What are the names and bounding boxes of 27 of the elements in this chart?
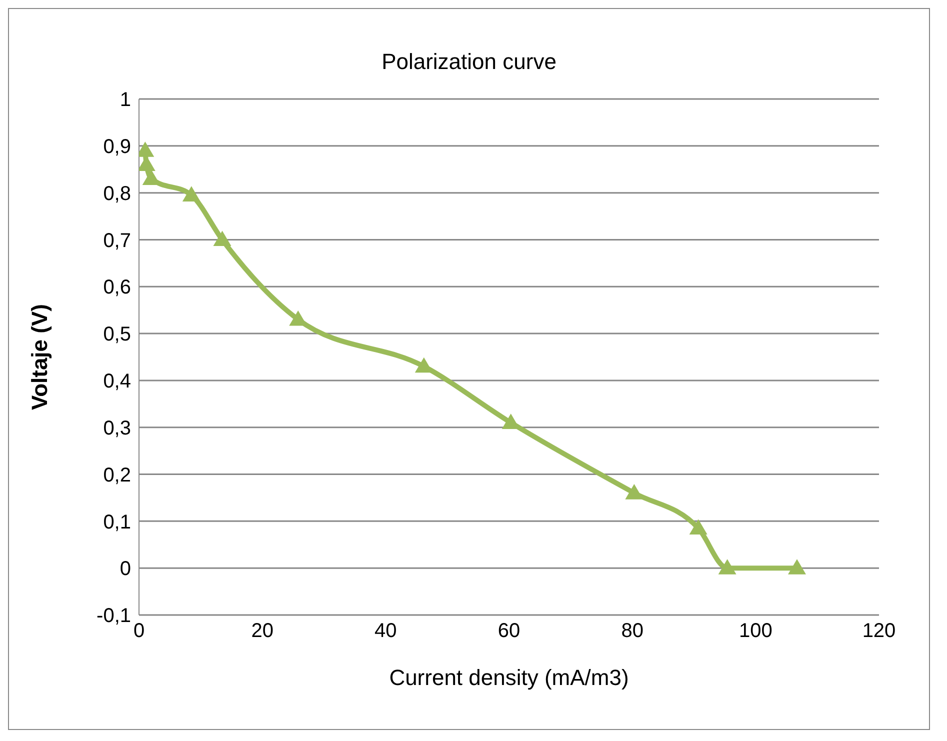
y-tick-label: 0,9	[103, 136, 131, 158]
x-tick-label: 120	[862, 620, 896, 642]
y-tick-label: 0,4	[103, 370, 131, 393]
y-tick-label: 0	[120, 558, 131, 580]
y-tick-label: 1	[120, 89, 131, 112]
y-tick-label: 0,8	[103, 182, 131, 205]
x-tick-label: 40	[374, 620, 397, 642]
y-tick-label: 0,3	[103, 417, 131, 440]
point	[788, 559, 806, 574]
y-tick-label: 0,1	[103, 511, 131, 534]
point	[689, 519, 708, 535]
y-axis-title: Voltaje (V)	[26, 304, 52, 410]
y-tick-label: 0,5	[103, 324, 131, 346]
x-tick-label: 100	[738, 620, 772, 642]
x-tick-label: 80	[621, 620, 644, 642]
y-tick-label: 0,6	[103, 276, 131, 299]
y-tick-label: 0,2	[103, 464, 131, 486]
x-axis-title: Current density (mA/m3)	[389, 665, 629, 690]
point	[718, 559, 736, 574]
x-tick-label: 20	[251, 620, 274, 642]
x-tick-label: 60	[498, 620, 520, 642]
y-tick-label: -0,1	[96, 605, 131, 628]
point	[625, 484, 644, 500]
point	[213, 230, 232, 246]
chart-title: Polarization curve	[380, 49, 558, 75]
y-tick-label: 0,7	[103, 230, 131, 252]
point	[182, 186, 200, 202]
